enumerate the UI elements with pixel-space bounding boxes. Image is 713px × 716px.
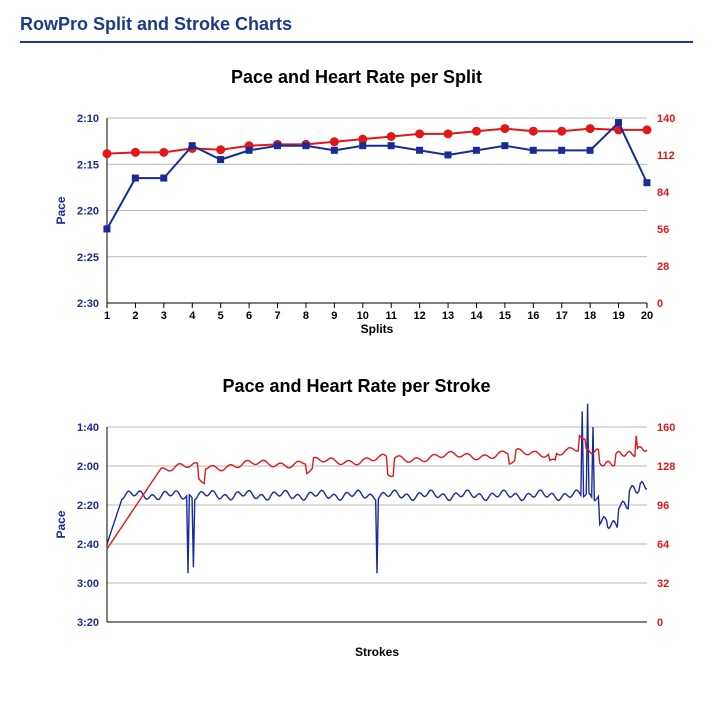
title-divider (20, 41, 693, 43)
svg-text:9: 9 (331, 310, 337, 322)
svg-text:11: 11 (385, 310, 397, 322)
svg-text:2:40: 2:40 (76, 539, 98, 551)
svg-text:96: 96 (657, 500, 669, 512)
svg-text:18: 18 (584, 310, 596, 322)
svg-text:12: 12 (413, 310, 425, 322)
svg-text:14: 14 (470, 310, 483, 322)
svg-text:32: 32 (657, 578, 669, 590)
svg-text:160: 160 (657, 422, 675, 434)
svg-text:128: 128 (657, 461, 675, 473)
svg-text:5: 5 (217, 310, 223, 322)
page-title: RowPro Split and Stroke Charts (0, 0, 713, 41)
svg-text:17: 17 (555, 310, 567, 322)
svg-text:0: 0 (657, 617, 663, 629)
split-chart-title: Pace and Heart Rate per Split (37, 67, 677, 88)
stroke-chart: Pace and Heart Rate per Stroke 1:40 2:00 2… (37, 376, 677, 677)
stroke-chart-title: Pace and Heart Rate per Stroke (37, 376, 677, 397)
svg-text:2:00: 2:00 (76, 461, 98, 473)
svg-text:Strokes: Strokes (354, 645, 398, 659)
svg-text:Pace: Pace (54, 196, 68, 224)
svg-text:4: 4 (189, 310, 196, 322)
svg-text:3:00: 3:00 (76, 578, 98, 590)
svg-text:2:25: 2:25 (76, 252, 98, 264)
svg-text:84: 84 (657, 187, 670, 199)
svg-text:6: 6 (246, 310, 252, 322)
svg-text:20: 20 (640, 310, 652, 322)
svg-text:28: 28 (657, 261, 669, 273)
svg-text:140: 140 (657, 113, 675, 125)
split-chart-svg: 1234567891011121314151617181920Splits2:1… (37, 88, 677, 358)
svg-text:2: 2 (132, 310, 138, 322)
svg-text:112: 112 (657, 150, 675, 162)
svg-text:2:20: 2:20 (76, 206, 98, 218)
svg-text:56: 56 (657, 224, 669, 236)
svg-text:10: 10 (356, 310, 368, 322)
split-chart: Pace and Heart Rate per Split 1234567891… (37, 67, 677, 358)
svg-text:2:10: 2:10 (76, 113, 98, 125)
svg-text:64: 64 (657, 539, 670, 551)
svg-text:8: 8 (302, 310, 308, 322)
svg-text:Splits: Splits (360, 322, 393, 336)
svg-text:15: 15 (498, 310, 510, 322)
svg-text:Pace: Pace (54, 510, 68, 538)
svg-text:3: 3 (160, 310, 166, 322)
svg-text:2:20: 2:20 (76, 500, 98, 512)
svg-text:0: 0 (657, 298, 663, 310)
stroke-chart-svg: 1:40 2:00 2:20 2:40 3:00 3:20 0 32 64 96 128 160 Pac… (37, 397, 677, 677)
svg-text:19: 19 (612, 310, 624, 322)
svg-text:1:40: 1:40 (76, 422, 98, 434)
svg-text:7: 7 (274, 310, 280, 322)
svg-text:1: 1 (103, 310, 109, 322)
svg-text:2:30: 2:30 (76, 298, 98, 310)
svg-text:16: 16 (527, 310, 539, 322)
svg-text:13: 13 (441, 310, 453, 322)
svg-text:2:15: 2:15 (76, 159, 98, 171)
svg-text:3:20: 3:20 (76, 617, 98, 629)
